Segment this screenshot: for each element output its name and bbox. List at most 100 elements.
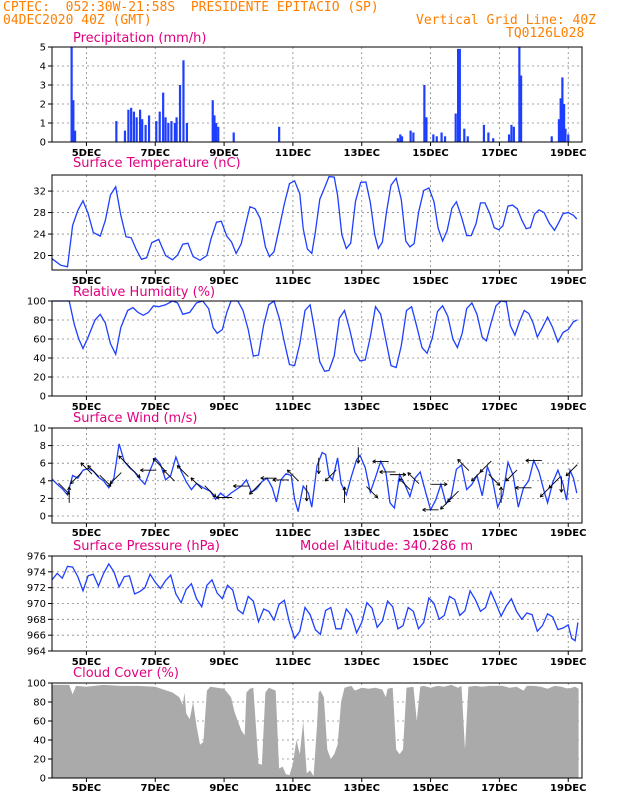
wind-arrow-part — [204, 485, 217, 498]
pressure-xtick-label: 9DEC — [209, 657, 238, 668]
wind-arrow-part — [374, 494, 379, 499]
wind-arrow-part — [136, 474, 141, 479]
precip-bar — [440, 132, 443, 142]
precip-bar — [141, 119, 144, 142]
wind-arrow — [407, 472, 420, 485]
precip-bar — [135, 117, 138, 142]
wind-arrow-part — [190, 477, 203, 490]
cloud-ytick-label: 80 — [33, 698, 46, 709]
rh-ytick-label: 100 — [27, 297, 46, 308]
wind-arrow-part — [356, 459, 361, 464]
precip-title: Precipitation (mm/h) — [73, 31, 206, 46]
wind-arrow — [488, 473, 501, 486]
pressure-xtick-label: 17DEC — [481, 657, 517, 668]
wind-arrow — [87, 465, 100, 478]
temp-xtick-label: 19DEC — [550, 276, 586, 287]
cloud-xtick-label: 9DEC — [209, 783, 238, 794]
precip-frame — [51, 46, 583, 143]
precip-bar — [463, 128, 466, 142]
temp-ytick-label: 20 — [33, 251, 46, 262]
wind-xtick-label: 11DEC — [275, 528, 311, 539]
wind-arrow — [67, 486, 72, 503]
precip-ytick-label: 2 — [40, 100, 46, 111]
precip-bar — [557, 119, 561, 142]
precip-bar — [185, 123, 189, 142]
precip-bar — [409, 130, 412, 142]
rh-title: Relative Humidity (%) — [73, 285, 215, 300]
header-location: CPTEC: 052:30W-21:58S PRESIDENTE EPITACI… — [3, 0, 379, 15]
wind-arrow — [398, 478, 411, 491]
wind-ytick-label: 2 — [40, 494, 46, 505]
wind-arrow — [316, 457, 321, 475]
wind-arrow-part — [407, 472, 412, 477]
rh-xtick-label: 11DEC — [275, 402, 311, 413]
precip-bar — [400, 136, 404, 142]
pressure-series-line — [51, 562, 579, 642]
wind-arrow-part — [260, 476, 265, 481]
precip-bar — [487, 132, 490, 142]
precip-bar — [443, 136, 447, 142]
wind-arrow-part — [440, 505, 444, 510]
wind-arrow — [118, 455, 131, 468]
rh-xtick-label: 7DEC — [141, 402, 170, 413]
wind-arrow — [548, 476, 561, 489]
wind-arrow-part — [342, 486, 347, 491]
precip-bar — [563, 104, 566, 142]
pressure-ytick-label: 968 — [27, 615, 46, 626]
precip-bar — [182, 60, 185, 142]
wind-arrow-part — [443, 482, 448, 487]
temp-ytick-label: 32 — [33, 187, 46, 198]
wind-arrow — [422, 507, 439, 512]
rh-xtick-label: 9DEC — [209, 402, 238, 413]
cloud-xtick-label: 5DEC — [72, 783, 101, 794]
wind-arrow-part — [128, 466, 141, 478]
temp-frame — [51, 174, 583, 271]
wind-arrow-part — [402, 472, 407, 477]
precip-bar — [519, 75, 523, 142]
wind-arrow — [140, 468, 157, 473]
temp-xtick-label: 13DEC — [344, 276, 380, 287]
precip-bar — [492, 138, 495, 142]
precip-bar — [170, 121, 173, 142]
wind-arrow-part — [316, 470, 321, 475]
temp-ytick-label: 28 — [33, 208, 46, 219]
cloud-xtick-label: 17DEC — [481, 783, 517, 794]
header-grid-line: Vertical Grid Line: 40Z — [416, 13, 597, 28]
wind-arrow-part — [379, 469, 383, 475]
precip-bar — [232, 132, 235, 142]
wind-ytick-label: 10 — [33, 424, 46, 435]
header-run-time: 04DEC2020 40Z (GMT) — [3, 13, 152, 28]
wind-arrow — [457, 458, 470, 471]
rh-xtick-label: 15DEC — [412, 402, 448, 413]
cloud-frame — [51, 682, 583, 779]
wind-arrow — [215, 495, 233, 500]
precip-bar — [72, 100, 75, 142]
wind-arrow-part — [505, 469, 518, 482]
wind-arrow-part — [324, 469, 337, 482]
precip-xtick-label: 5DEC — [72, 148, 101, 159]
wind-xtick-label: 5DEC — [72, 528, 101, 539]
wind-arrow-part — [372, 459, 376, 464]
precip-bar — [425, 117, 428, 142]
rh-ytick-label: 20 — [33, 373, 46, 384]
wind-arrow — [479, 460, 492, 473]
pressure-ytick-label: 974 — [27, 567, 46, 578]
precip-ytick-label: 5 — [40, 43, 46, 54]
precip-ytick-label: 4 — [40, 62, 46, 73]
wind-arrow-part — [190, 477, 195, 482]
precip-bar — [454, 113, 457, 142]
precip-bar — [564, 128, 567, 142]
wind-arrow-part — [505, 477, 510, 482]
wind-arrow — [372, 459, 389, 464]
precip-bar — [512, 126, 515, 142]
wind-arrow — [342, 486, 347, 503]
wind-arrow-part — [212, 493, 217, 498]
wind-arrow-part — [407, 472, 420, 485]
wind-arrow-part — [499, 486, 504, 491]
wind-arrow — [525, 458, 542, 463]
precip-bar — [458, 48, 461, 142]
pressure-title: Surface Pressure (hPa) — [73, 539, 220, 554]
wind-arrow — [505, 469, 518, 482]
wind-frame — [51, 427, 583, 524]
